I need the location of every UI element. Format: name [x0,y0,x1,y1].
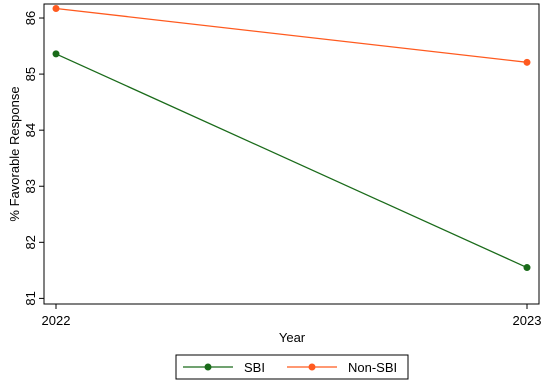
x-axis: 2022 2023 [42,304,542,328]
x-axis-title: Year [279,330,306,345]
data-point-sbi [523,264,531,272]
y-tick-label: 83 [23,179,38,193]
x-tick-label: 2022 [42,313,71,328]
data-point-non-sbi [52,4,60,12]
y-axis: 81 82 83 84 85 86 [23,11,44,306]
series-line-non-sbi [55,7,528,63]
y-tick-label: 85 [23,67,38,81]
y-tick-label: 82 [23,235,38,249]
y-axis-title: % Favorable Response [7,86,22,221]
series-layer [52,4,531,272]
series-line-sbi [55,53,528,269]
x-tick-label: 2023 [513,313,542,328]
legend-marker-non-sbi [308,363,316,371]
data-point-non-sbi [523,58,531,66]
y-tick-label: 84 [23,123,38,137]
legend-label-sbi: SBI [244,360,265,375]
data-point-sbi [52,50,60,58]
legend-marker-sbi [204,363,212,371]
y-tick-label: 81 [23,291,38,305]
legend: SBI Non-SBI [175,354,409,380]
y-tick-label: 86 [23,11,38,25]
plot-area [43,3,540,305]
legend-label-non-sbi: Non-SBI [348,360,397,375]
